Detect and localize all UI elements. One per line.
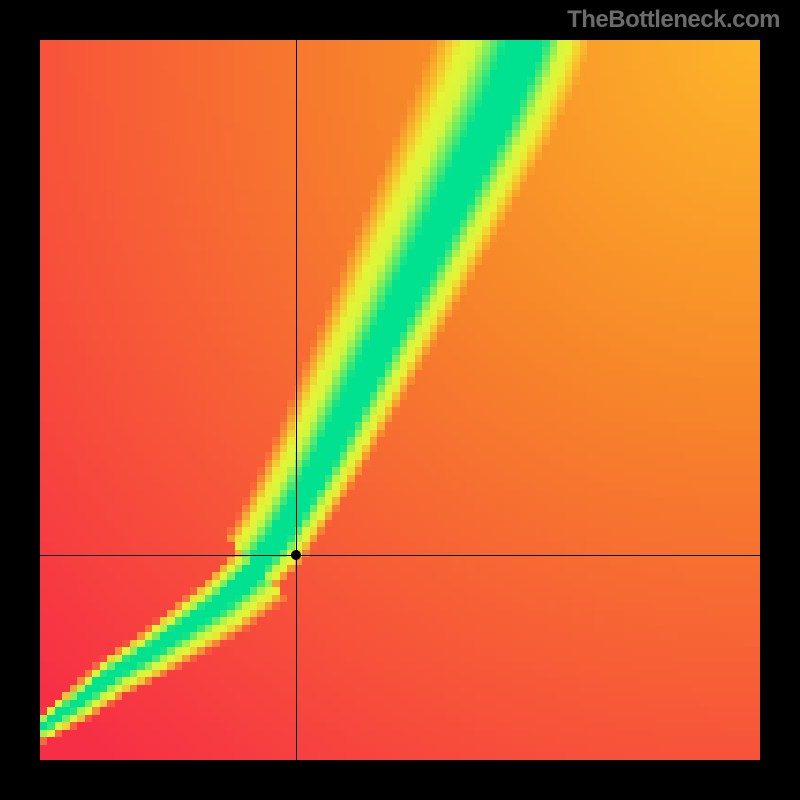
crosshair-horizontal [40, 555, 760, 556]
heatmap-canvas [40, 40, 760, 760]
crosshair-vertical [296, 40, 297, 760]
heatmap-plot [40, 40, 760, 760]
chart-container: { "attribution": { "text": "TheBottlenec… [0, 0, 800, 800]
attribution-text: TheBottleneck.com [567, 6, 780, 34]
marker-point [291, 550, 301, 560]
